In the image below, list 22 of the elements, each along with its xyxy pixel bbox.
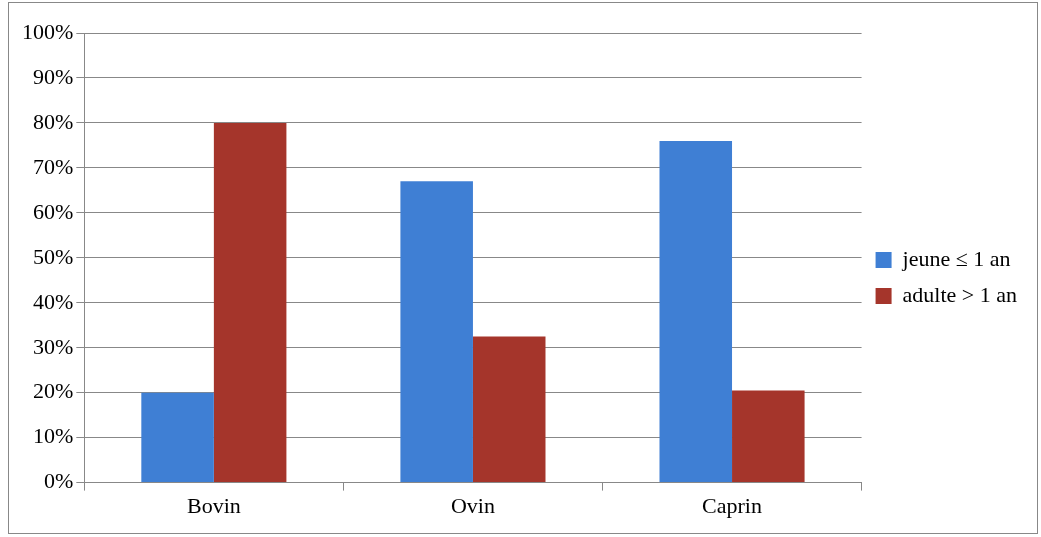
y-tick-label: 50% — [33, 243, 74, 269]
x-tick-label: Bovin — [186, 492, 241, 518]
y-tick-label: 90% — [33, 63, 74, 89]
legend-label: jeune ≤ 1 an — [901, 245, 1011, 271]
bar — [472, 336, 546, 483]
y-tick-label: 100% — [22, 18, 74, 44]
bar — [400, 181, 473, 483]
y-tick-label: 30% — [33, 333, 74, 359]
bar — [141, 392, 214, 483]
bar — [659, 140, 733, 483]
x-tick-label: Ovin — [450, 492, 495, 518]
legend-label: adulte > 1 an — [902, 281, 1018, 307]
y-tick-label: 70% — [33, 153, 74, 179]
x-tick-label: Caprin — [702, 492, 762, 518]
y-tick-label: 0% — [44, 468, 74, 494]
y-tick-label: 60% — [33, 198, 74, 224]
y-tick-label: 80% — [33, 108, 74, 134]
y-tick-label: 10% — [33, 423, 74, 449]
bar — [732, 390, 805, 483]
y-tick-label: 20% — [33, 378, 74, 404]
bar — [213, 122, 287, 483]
y-tick-label: 40% — [33, 288, 74, 314]
